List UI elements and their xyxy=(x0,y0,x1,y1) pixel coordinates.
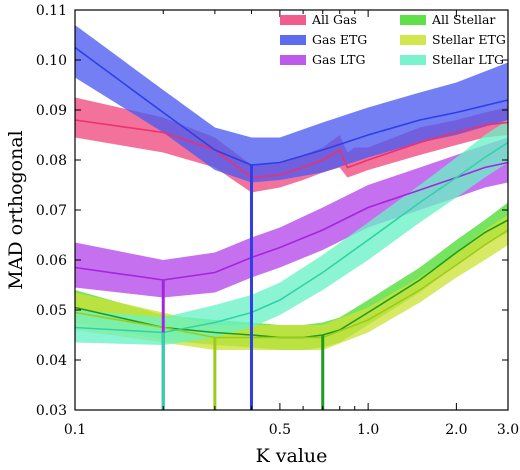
series-lines xyxy=(74,46,509,339)
legend-label-gas-etg: Gas ETG xyxy=(312,32,367,47)
y-tick-label: 0.10 xyxy=(36,53,67,69)
band-stellar-ltg xyxy=(75,120,508,345)
legend-label-stellar-ltg: Stellar LTG xyxy=(432,52,504,67)
axis-ticks: 0.03 0.04 0.05 0.06 0.07 0.08 0.09 0.10 0.11 0.1 0… xyxy=(36,3,519,438)
x-axis-label: K value xyxy=(256,445,328,467)
y-axis-label: MAD orthogonal xyxy=(5,130,27,290)
band-gas-etg xyxy=(75,25,508,183)
y-tick-label: 0.06 xyxy=(36,253,67,269)
line-gas-ltg xyxy=(74,161,509,281)
band-all-stellar xyxy=(75,202,508,350)
series-bands xyxy=(75,25,508,350)
y-tick-label: 0.05 xyxy=(36,303,67,319)
x-tick-label: 2.0 xyxy=(445,422,467,438)
legend-swatch-gas-etg xyxy=(280,35,306,45)
y-tick-label: 0.08 xyxy=(36,153,67,169)
y-tick-label: 0.07 xyxy=(36,203,67,219)
y-tick-label: 0.04 xyxy=(36,353,67,369)
x-tick-label: 3.0 xyxy=(497,422,519,438)
band-gas-ltg xyxy=(75,137,508,298)
line-all-gas xyxy=(74,119,509,179)
legend-swatch-all-gas xyxy=(280,15,306,25)
x-tick-label: 1.0 xyxy=(357,422,379,438)
legend-swatch-gas-ltg xyxy=(280,55,306,65)
legend-label-gas-ltg: Gas LTG xyxy=(312,52,365,67)
y-tick-label: 0.09 xyxy=(36,103,67,119)
band-stellar-etg xyxy=(75,215,508,350)
legend-label-stellar-etg: Stellar ETG xyxy=(432,32,506,47)
legend: All Gas Gas ETG Gas LTG All Stellar Stellar … xyxy=(280,12,506,67)
x-tick-label: 0.1 xyxy=(64,422,86,438)
legend-label-all-gas: All Gas xyxy=(311,12,357,27)
line-gas-etg xyxy=(74,46,509,166)
y-tick-label: 0.03 xyxy=(36,403,67,419)
legend-swatch-stellar-ltg xyxy=(400,55,426,65)
legend-swatch-stellar-etg xyxy=(400,35,426,45)
y-tick-label: 0.11 xyxy=(36,3,67,19)
x-tick-label: 0.5 xyxy=(269,422,291,438)
legend-swatch-all-stellar xyxy=(400,15,426,25)
minimum-markers xyxy=(161,165,325,410)
legend-label-all-stellar: All Stellar xyxy=(431,12,495,27)
line-stellar-ltg xyxy=(74,141,509,334)
